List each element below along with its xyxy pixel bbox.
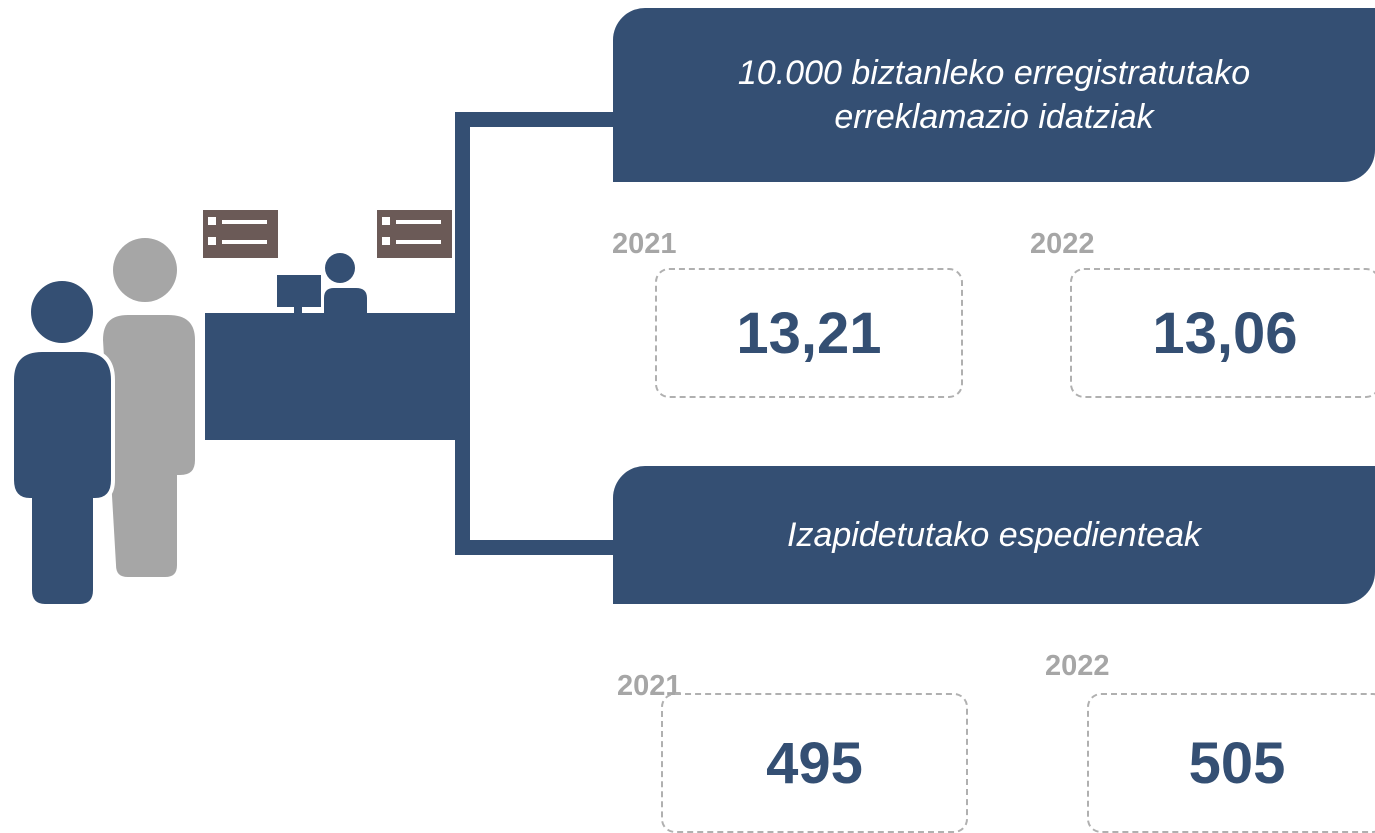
- person-icon: [12, 350, 113, 606]
- section-title: Izapidetutako espedienteak: [613, 466, 1375, 604]
- value-box: 505: [1087, 693, 1375, 833]
- year-label: 2022: [1045, 650, 1110, 683]
- sign: [377, 210, 452, 258]
- year-label: 2021: [612, 228, 677, 261]
- person-icon: [113, 238, 177, 302]
- connector: [455, 540, 615, 555]
- monitor: [294, 307, 302, 315]
- sign: [203, 210, 278, 258]
- section-title: 10.000 biztanleko erregistratutako errek…: [613, 8, 1375, 182]
- value-box: 13,06: [1070, 268, 1375, 398]
- person-icon: [29, 279, 95, 345]
- value-box: 13,21: [655, 268, 963, 398]
- clerk-icon: [325, 253, 355, 283]
- year-label: 2022: [1030, 228, 1095, 261]
- monitor: [277, 275, 321, 307]
- value-box: 495: [661, 693, 968, 833]
- clerk-icon: [324, 288, 367, 313]
- connector: [455, 112, 615, 127]
- page: 10.000 biztanleko erregistratutako errek…: [0, 0, 1375, 820]
- counter: [205, 313, 470, 440]
